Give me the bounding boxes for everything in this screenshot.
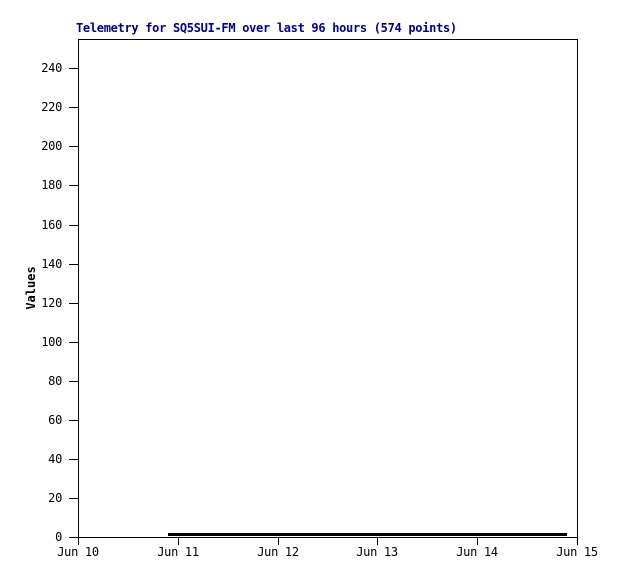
y-tick-mark — [69, 68, 78, 69]
x-tick-label: Jun 12 — [257, 545, 299, 559]
x-tick-mark — [477, 538, 478, 545]
x-tick-label: Jun 15 — [556, 545, 598, 559]
y-tick-mark — [69, 225, 78, 226]
x-tick-label: Jun 11 — [157, 545, 199, 559]
y-tick-label: 200 — [41, 139, 62, 153]
y-tick-mark — [69, 146, 78, 147]
x-tick-mark — [278, 538, 279, 545]
x-tick-label: Jun 10 — [57, 545, 99, 559]
y-tick-label: 160 — [41, 218, 62, 232]
plot-area — [78, 39, 578, 538]
y-tick-mark — [69, 185, 78, 186]
y-tick-label: 40 — [48, 452, 62, 466]
y-tick-label: 20 — [48, 491, 62, 505]
y-tick-label: 240 — [41, 61, 62, 75]
y-tick-mark — [69, 264, 78, 265]
x-tick-label: Jun 13 — [356, 545, 398, 559]
y-tick-mark — [69, 107, 78, 108]
chart-title: Telemetry for SQ5SUI-FM over last 96 hou… — [76, 21, 457, 35]
y-tick-mark — [69, 537, 78, 538]
y-tick-label: 220 — [41, 100, 62, 114]
y-tick-label: 80 — [48, 374, 62, 388]
y-tick-mark — [69, 342, 78, 343]
y-tick-mark — [69, 303, 78, 304]
y-tick-label: 120 — [41, 296, 62, 310]
x-tick-mark — [178, 538, 179, 545]
y-tick-label: 0 — [55, 530, 62, 544]
y-tick-mark — [69, 420, 78, 421]
telemetry-data-line — [168, 533, 567, 536]
x-tick-mark — [78, 538, 79, 545]
x-tick-mark — [577, 538, 578, 545]
y-tick-label: 140 — [41, 257, 62, 271]
y-tick-label: 180 — [41, 178, 62, 192]
y-tick-mark — [69, 459, 78, 460]
y-tick-mark — [69, 498, 78, 499]
y-tick-mark — [69, 381, 78, 382]
y-tick-label: 100 — [41, 335, 62, 349]
x-tick-label: Jun 14 — [456, 545, 498, 559]
y-tick-label: 60 — [48, 413, 62, 427]
x-tick-mark — [377, 538, 378, 545]
